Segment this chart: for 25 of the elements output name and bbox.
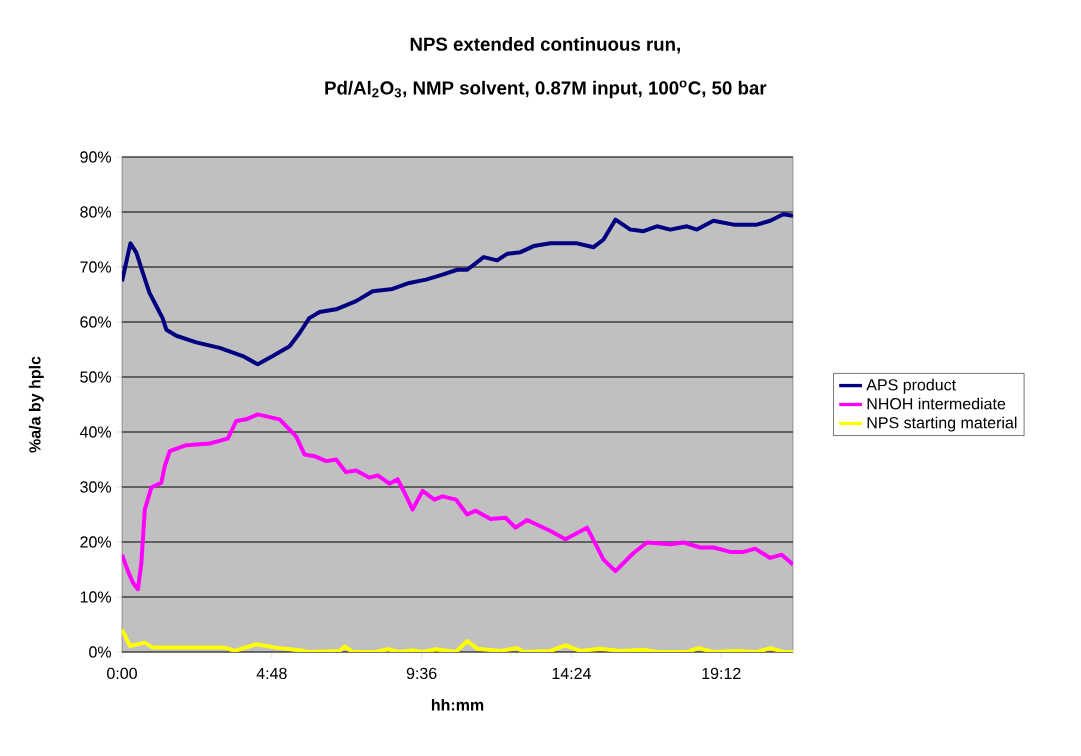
x-tick-label: 0:00: [107, 667, 137, 680]
x-axis-title: hh:mm: [431, 698, 484, 711]
y-axis-title: %a/a by hplc: [28, 356, 44, 453]
line-series: [122, 412, 793, 592]
x-tick-label: 4:48: [256, 667, 287, 680]
line-series: [122, 627, 793, 652]
legend-label: APS product: [866, 378, 956, 394]
y-tick-label: 40%: [79, 426, 112, 438]
x-tick-label: 14:24: [552, 667, 591, 679]
y-tick-label: 30%: [80, 481, 112, 493]
legend-label: NHOH intermediate: [867, 397, 1006, 410]
legend-label: NPS starting material: [867, 416, 1017, 432]
y-tick-label: 20%: [80, 536, 112, 548]
x-tick-label: 19:12: [702, 667, 741, 680]
y-tick-label: 10%: [80, 591, 112, 603]
y-tick-label: 0%: [89, 646, 112, 658]
x-tick-label: 9:36: [406, 667, 437, 680]
y-tick-label: 90%: [80, 151, 112, 163]
y-tick-label: 50%: [80, 371, 112, 383]
chart-title: NPS extended continuous run,: [410, 37, 680, 54]
y-tick-label: 80%: [80, 206, 112, 218]
y-tick-label: 60%: [80, 316, 112, 328]
line-series: [122, 212, 793, 367]
chart-subtitle: Pd/Al$_{2}$O$_{3}$, NMP solvent, 0.87M input, 100$^{o}$C, 50 bar: [325, 80, 767, 99]
y-tick-label: 70%: [80, 261, 112, 273]
